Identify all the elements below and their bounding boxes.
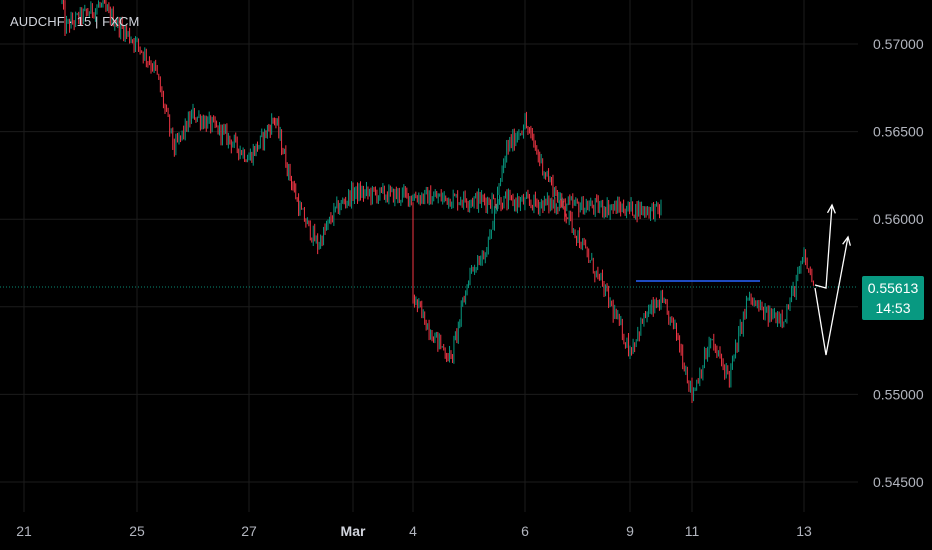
y-tick-label: 0.54500 <box>873 474 924 490</box>
y-tick-label: 0.55000 <box>873 386 924 402</box>
projection-arrow-head <box>826 203 836 214</box>
x-tick-label: 21 <box>16 523 32 539</box>
projection-arrow-path <box>814 204 833 289</box>
y-tick-label: 0.56500 <box>873 124 924 140</box>
x-tick-label: 25 <box>129 523 145 539</box>
projection-arrow-head <box>842 235 851 246</box>
y-tick-label: 0.57000 <box>873 36 924 52</box>
x-tick-label: 11 <box>685 523 700 539</box>
current-price-value: 0.55613 <box>867 280 919 296</box>
x-tick-label: 27 <box>241 523 257 539</box>
bar-countdown: 14:53 <box>875 300 911 316</box>
x-tick-label: 4 <box>409 523 417 539</box>
x-tick-label: 9 <box>626 523 634 539</box>
projection-arrow-path <box>814 236 849 356</box>
x-tick-label: Mar <box>341 523 366 539</box>
y-tick-label: 0.56000 <box>873 211 924 227</box>
x-tick-label: 13 <box>796 523 812 539</box>
current-price-badge: 0.55613 14:53 <box>862 276 924 320</box>
x-tick-label: 6 <box>521 523 529 539</box>
symbol-title: AUDCHF · 15 | FXCM <box>10 14 140 29</box>
